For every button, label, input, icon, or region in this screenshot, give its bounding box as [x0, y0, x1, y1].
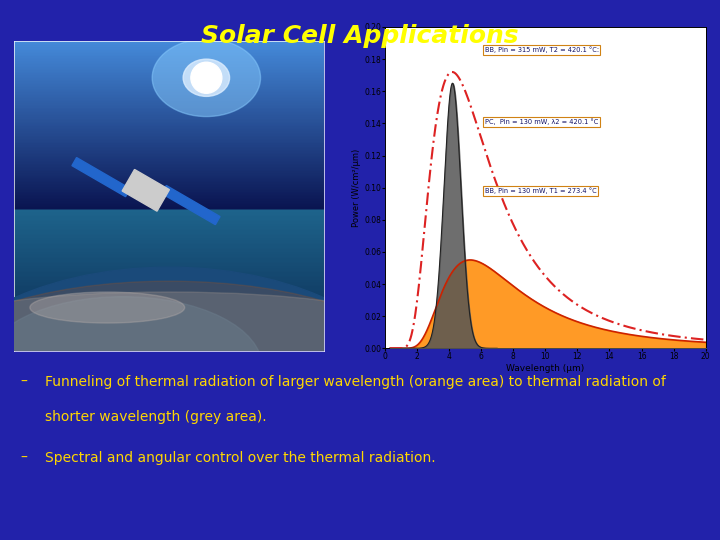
- Ellipse shape: [0, 292, 402, 360]
- Y-axis label: Power (W/cm²/μm): Power (W/cm²/μm): [352, 148, 361, 227]
- Bar: [72, 158, 130, 197]
- Text: Solar Cell Applications: Solar Cell Applications: [201, 24, 519, 48]
- Text: Spectral and angular control over the thermal radiation.: Spectral and angular control over the th…: [45, 451, 436, 465]
- X-axis label: Wavelength (μm): Wavelength (μm): [506, 364, 585, 373]
- Bar: [162, 186, 220, 225]
- Ellipse shape: [0, 296, 262, 436]
- Text: BB, Pin = 315 mW, T2 = 420.1 °C:: BB, Pin = 315 mW, T2 = 420.1 °C:: [485, 46, 598, 53]
- Text: PC,  Pin = 130 mW, λ2 = 420.1 °C: PC, Pin = 130 mW, λ2 = 420.1 °C: [485, 119, 598, 125]
- Bar: [122, 170, 169, 211]
- Text: shorter wavelength (grey area).: shorter wavelength (grey area).: [45, 410, 266, 424]
- Circle shape: [191, 62, 222, 93]
- Ellipse shape: [152, 39, 261, 117]
- Text: –: –: [20, 451, 27, 465]
- Ellipse shape: [0, 267, 417, 540]
- Ellipse shape: [183, 59, 230, 97]
- Ellipse shape: [30, 292, 185, 323]
- Text: BB, Pin = 130 mW, T1 = 273.4 °C: BB, Pin = 130 mW, T1 = 273.4 °C: [485, 187, 596, 194]
- Text: –: –: [20, 375, 27, 389]
- Ellipse shape: [0, 281, 409, 452]
- Text: Funneling of thermal radiation of larger wavelength (orange area) to thermal rad: Funneling of thermal radiation of larger…: [45, 375, 665, 389]
